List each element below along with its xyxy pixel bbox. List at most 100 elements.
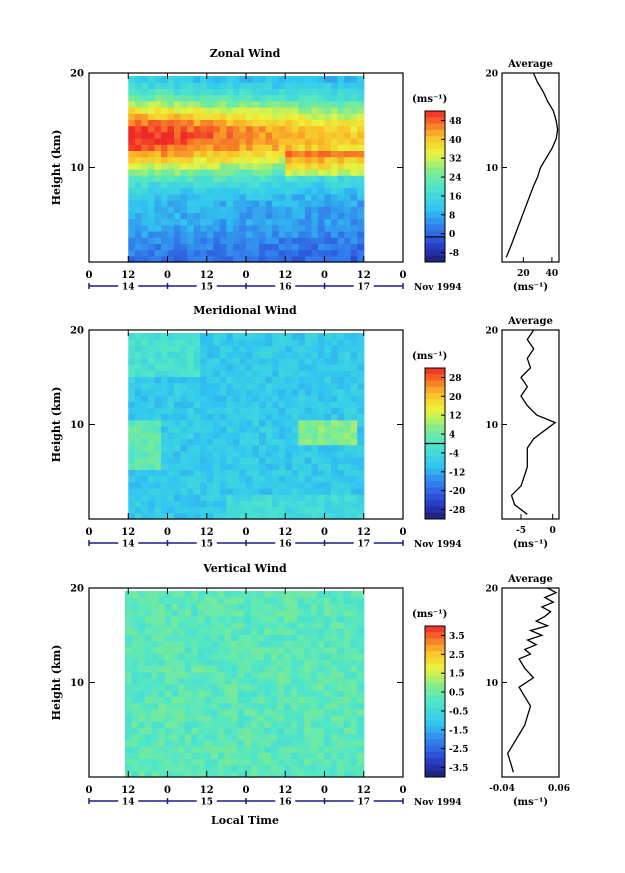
heatmap-cell: [278, 432, 286, 439]
heatmap-cell: [134, 401, 142, 408]
heatmap-cell: [252, 419, 260, 427]
heatmap-cell: [278, 494, 286, 501]
heatmap-cell: [128, 181, 136, 189]
heatmap-cell: [158, 684, 166, 691]
heatmap-cell: [284, 677, 292, 685]
heatmap-cell: [344, 113, 352, 120]
heatmap-cell: [184, 746, 192, 753]
heatmap-cell: [141, 419, 149, 427]
heatmap-cell: [246, 76, 254, 83]
heatmap-cell: [197, 721, 206, 728]
heatmap-cell: [330, 634, 338, 642]
date-tick-label: 15: [200, 798, 213, 808]
heatmap-cell: [187, 144, 195, 151]
heatmap-cell: [141, 218, 149, 226]
heatmap-cell: [200, 249, 208, 257]
heatmap-cell: [272, 224, 280, 232]
heatmap-cell: [357, 249, 365, 257]
heatmap-cell: [317, 770, 325, 778]
heatmap-cell: [154, 488, 162, 495]
heatmap-cell: [331, 131, 339, 139]
heatmap-cell: [239, 506, 247, 514]
heatmap-cell: [311, 138, 319, 145]
colorbar-segment: [425, 255, 445, 263]
heatmap-cell: [278, 426, 286, 433]
heatmap-cell: [174, 407, 182, 415]
heatmap-cell: [344, 506, 352, 514]
heatmap-cell: [144, 746, 153, 753]
x-tick-label: 12: [200, 527, 214, 538]
heatmap-cell: [180, 249, 188, 257]
heatmap-cell: [264, 646, 272, 654]
heatmap-cell: [237, 758, 245, 766]
heatmap-cell: [259, 450, 267, 458]
heatmap-cell: [219, 100, 227, 108]
heatmap-cell: [178, 733, 186, 741]
heatmap-cell: [350, 770, 358, 778]
heatmap-cell: [219, 175, 227, 182]
heatmap-cell: [357, 131, 365, 139]
heatmap-cell: [291, 193, 299, 201]
heatmap-cell: [298, 407, 306, 415]
heatmap-cell: [311, 506, 319, 514]
heatmap-cell: [147, 395, 156, 402]
heatmap-cell: [191, 646, 199, 654]
heatmap-cell: [259, 407, 267, 415]
heatmap-cell: [217, 653, 226, 660]
heatmap-cell: [337, 107, 345, 114]
heatmap-cell: [252, 382, 260, 390]
heatmap-cell: [337, 457, 345, 464]
heatmap-cell: [206, 231, 214, 238]
heatmap-cell: [265, 138, 273, 145]
heatmap-cell: [304, 255, 313, 263]
heatmap-cell: [171, 715, 179, 722]
heatmap-cell: [191, 603, 199, 611]
heatmap-cell: [184, 591, 192, 598]
heatmap-cell: [290, 733, 299, 741]
heatmap-cell: [317, 162, 326, 170]
heatmap-cell: [224, 591, 232, 598]
heatmap-cell: [350, 752, 358, 759]
heatmap-cell: [232, 388, 241, 396]
heatmap-cell: [337, 746, 345, 753]
heatmap-cell: [147, 407, 156, 415]
heatmap-cell: [197, 770, 206, 778]
heatmap-cell: [224, 715, 232, 722]
heatmap-cell: [357, 237, 365, 244]
heatmap-cell: [343, 690, 352, 697]
heatmap-cell: [180, 488, 188, 495]
heatmap-cell: [272, 506, 280, 514]
heatmap-cell: [337, 659, 345, 666]
heatmap-cell: [154, 333, 162, 340]
heatmap-cell: [272, 481, 280, 489]
heatmap-cell: [331, 426, 339, 433]
heatmap-cell: [134, 475, 142, 483]
heatmap-cell: [197, 677, 206, 685]
heatmap-cell: [311, 131, 319, 139]
heatmap-cell: [217, 702, 226, 710]
heatmap-cell: [232, 88, 241, 96]
heatmap-cell: [164, 640, 172, 648]
heatmap-cell: [343, 634, 352, 642]
heatmap-cell: [167, 218, 175, 226]
heatmap-cell: [257, 727, 265, 735]
heatmap-cell: [128, 193, 136, 201]
x-tick-label: 0: [321, 785, 328, 796]
heatmap-cell: [259, 131, 267, 139]
heatmap-cell: [193, 395, 201, 402]
heatmap-cell: [141, 82, 149, 89]
colorbar-segment: [425, 670, 445, 677]
heatmap-cell: [357, 382, 365, 390]
colorbar-segment: [425, 474, 445, 482]
heatmap-cell: [204, 764, 212, 772]
heatmap-cell: [180, 364, 188, 371]
heatmap-cell: [124, 603, 133, 611]
heatmap-cell: [154, 237, 162, 244]
heatmap-cell: [350, 634, 358, 642]
heatmap-cell: [285, 345, 293, 353]
heatmap-cell: [197, 684, 206, 691]
heatmap-cell: [184, 615, 192, 623]
heatmap-cell: [164, 677, 172, 685]
heatmap-cell: [278, 76, 286, 83]
heatmap-cell: [291, 231, 299, 238]
